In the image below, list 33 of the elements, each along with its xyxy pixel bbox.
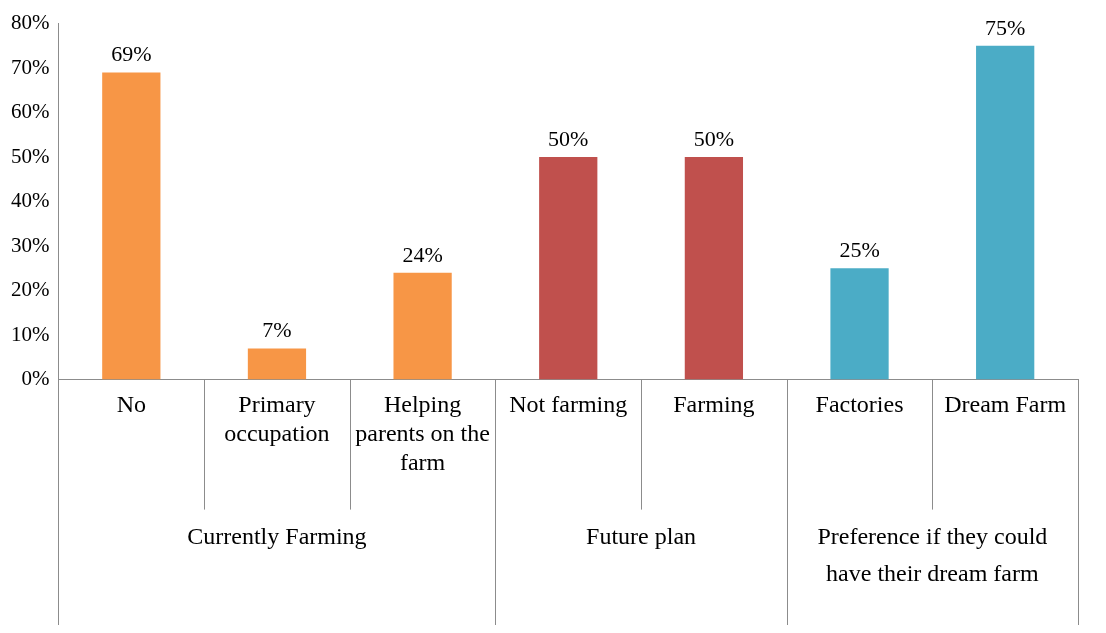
- data-label: 25%: [839, 237, 880, 263]
- y-tick-label: 20%: [10, 277, 50, 302]
- bar: [102, 72, 161, 380]
- y-tick-label: 10%: [10, 321, 50, 346]
- bar: [247, 348, 307, 380]
- text: Preference if they could have their dream farm: [817, 522, 1048, 586]
- data-label: 24%: [402, 241, 443, 267]
- y-tick-label: 0%: [21, 366, 50, 391]
- text: Currently Farming: [187, 522, 367, 549]
- bar: [393, 272, 452, 380]
- text: Future plan: [586, 522, 697, 549]
- bar: [976, 45, 1035, 380]
- y-tick-label: 30%: [10, 232, 50, 257]
- y-tick-label: 50%: [10, 143, 50, 168]
- data-label: 75%: [985, 14, 1026, 40]
- bar: [539, 157, 598, 380]
- x-tick-label: Helping parents on the farm: [355, 391, 490, 475]
- data-label: 7%: [262, 317, 292, 343]
- x-tick-label: No: [116, 391, 146, 418]
- y-tick-label: 40%: [10, 188, 50, 213]
- data-label: 50%: [548, 125, 589, 151]
- x-tick-label: Primary occupation: [224, 391, 330, 447]
- y-tick-label: 80%: [10, 10, 50, 35]
- y-tick-label: 60%: [10, 99, 50, 124]
- data-label: 69%: [111, 41, 152, 67]
- data-label: 50%: [693, 125, 735, 151]
- x-tick-label: Farming: [673, 391, 755, 418]
- x-tick-label: Dream Farm: [944, 391, 1067, 418]
- bar: [830, 268, 889, 380]
- x-tick-label: Not farming: [509, 391, 628, 418]
- y-tick-label: 70%: [10, 54, 50, 79]
- x-tick-label: Factories: [815, 391, 904, 418]
- bar: [684, 157, 744, 380]
